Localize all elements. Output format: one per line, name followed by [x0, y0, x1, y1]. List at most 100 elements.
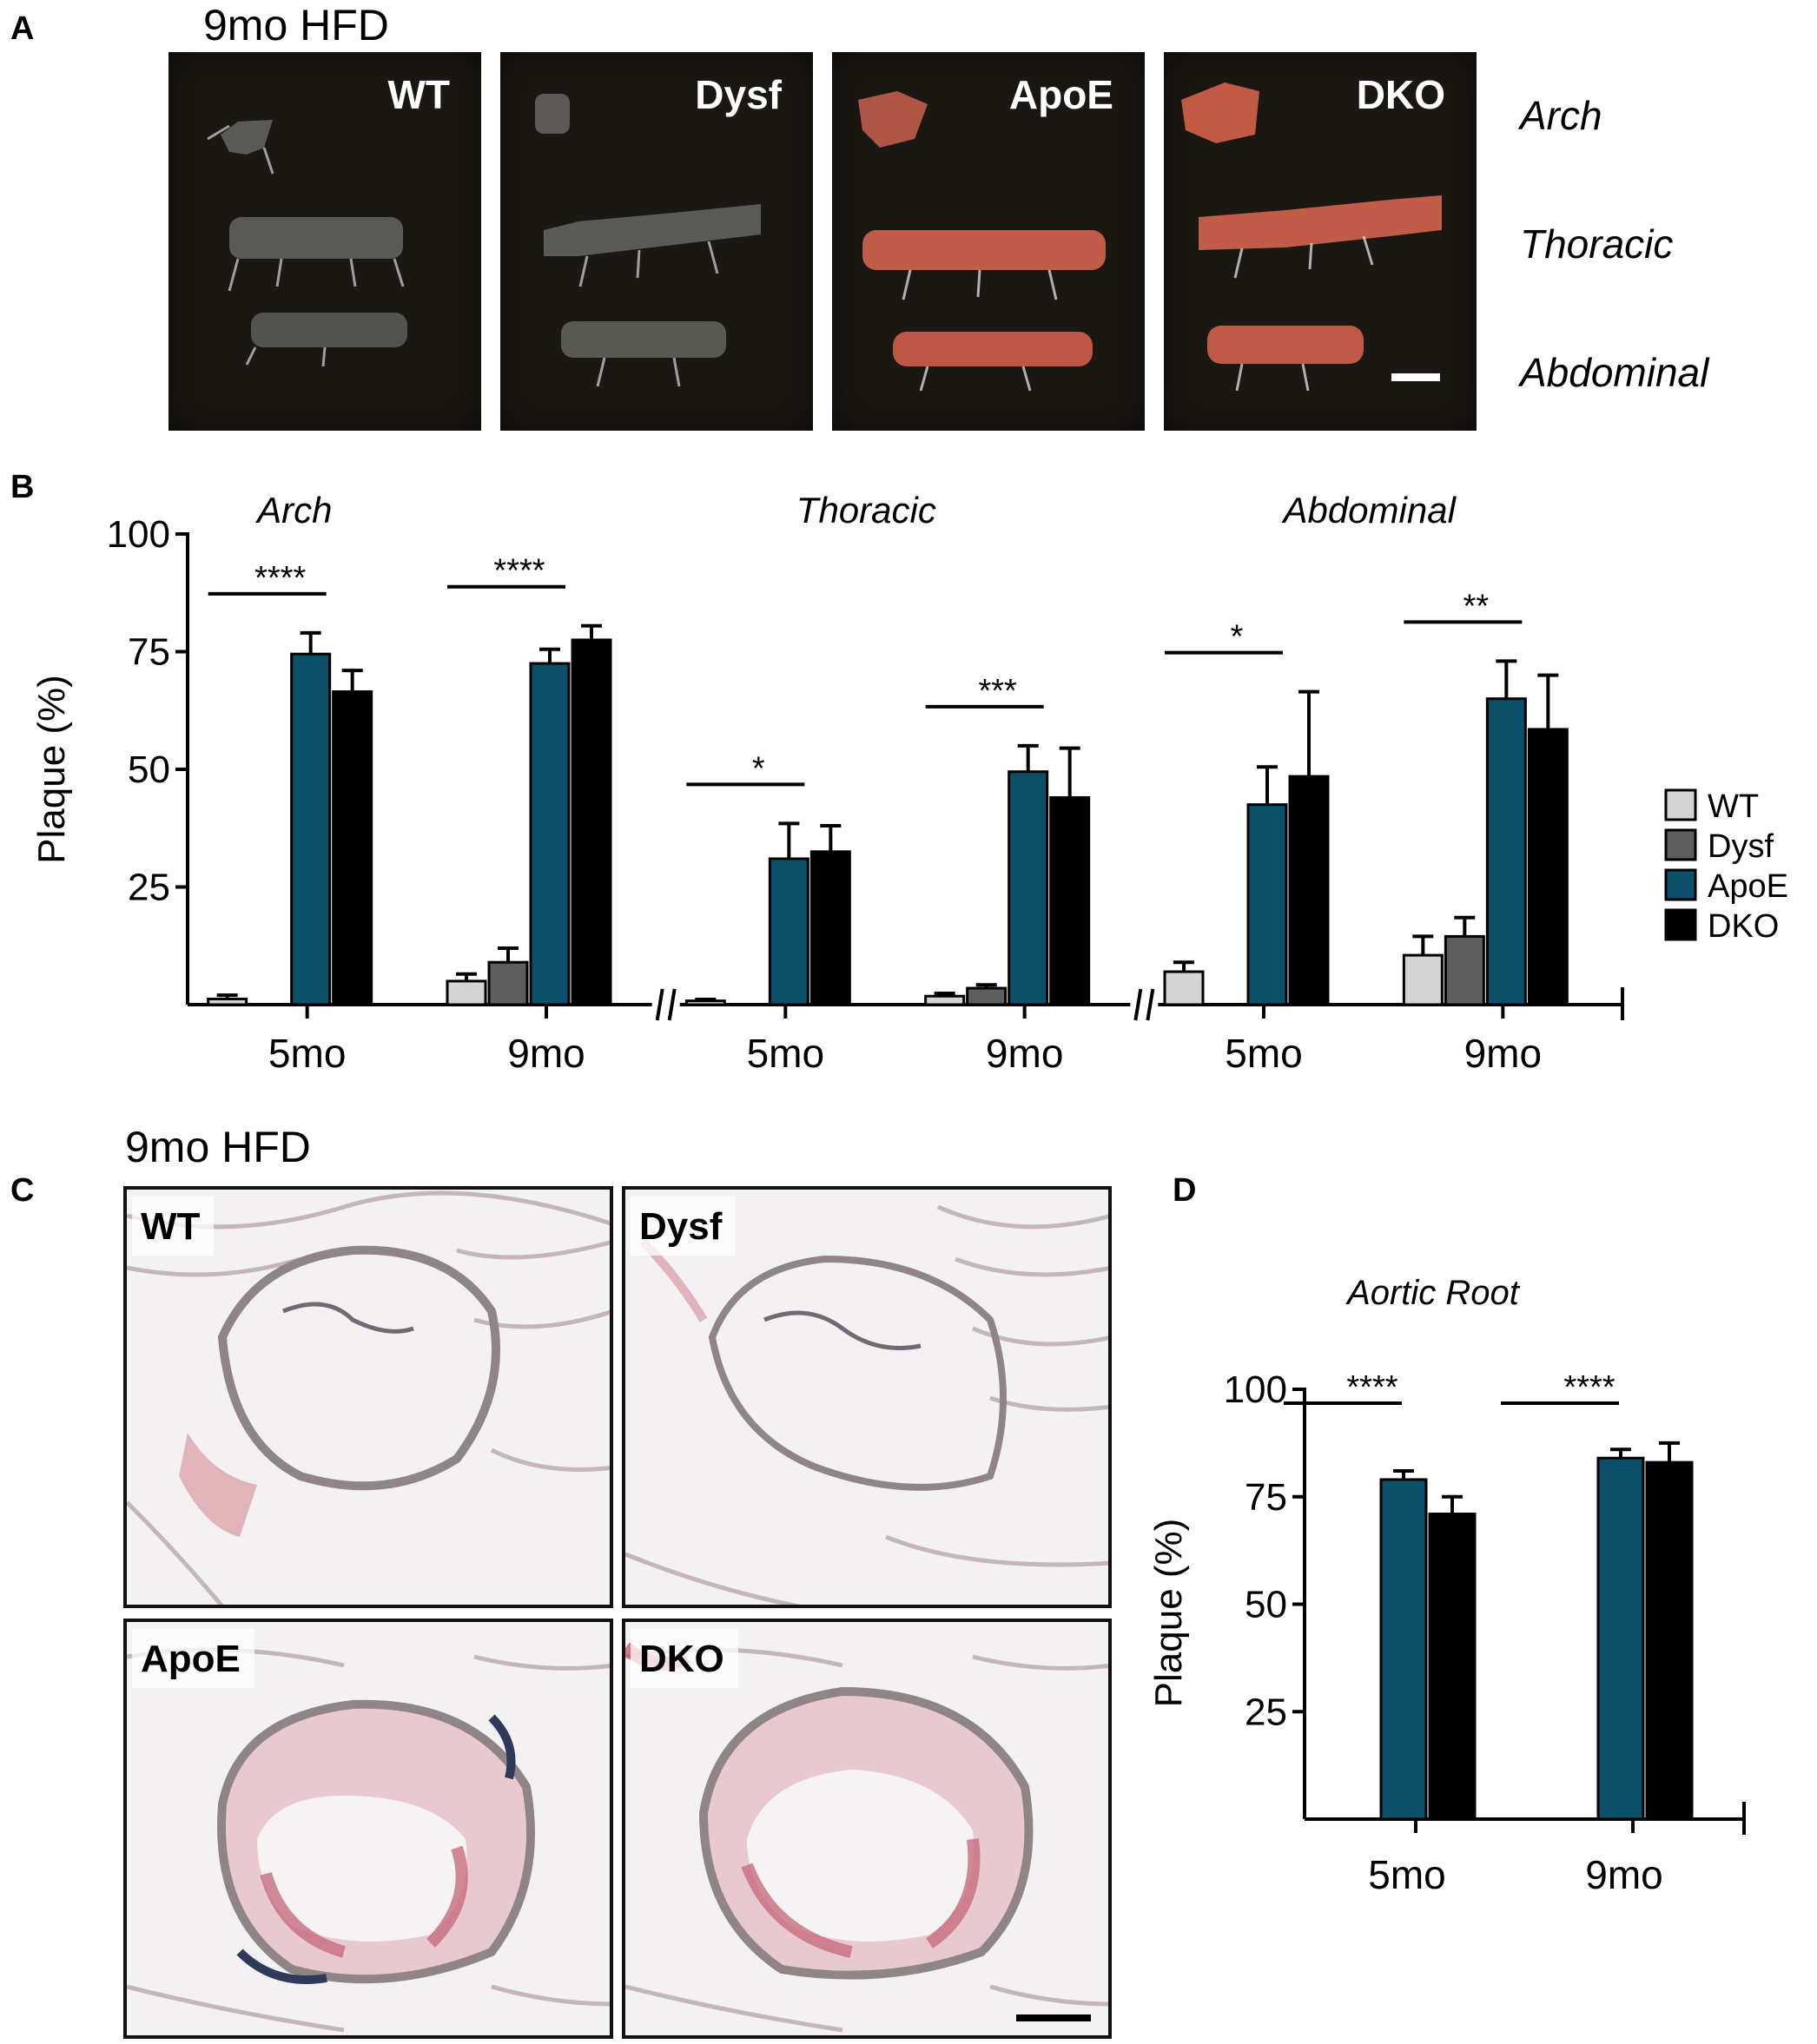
- histology-dysf-illustration: [625, 1204, 1108, 1605]
- aorta-photo-wt: WT: [168, 52, 481, 431]
- bar-wt: [207, 997, 248, 1006]
- region-label-thoracic: Thoracic: [1520, 221, 1674, 267]
- bar-dko: [1645, 1460, 1694, 1821]
- histology-dko-illustration: [625, 1642, 1108, 2033]
- significance-label: *: [752, 750, 765, 787]
- x-tick-label: 5mo: [1368, 1852, 1445, 1897]
- histology-label-dysf: Dysf: [631, 1197, 737, 1256]
- bar-dko: [1288, 775, 1330, 1006]
- bar-apoe: [768, 857, 809, 1006]
- y-tick-label: 50: [128, 748, 170, 791]
- y-tick-label: 100: [107, 513, 170, 556]
- photo-label-apoe: ApoE: [1008, 72, 1113, 117]
- photo-label-dysf: Dysf: [695, 72, 782, 117]
- bar-wt: [1163, 970, 1205, 1006]
- axis-break-mark: [1133, 988, 1143, 1021]
- bar-wt: [924, 994, 966, 1006]
- x-tick-label: 5mo: [1225, 1031, 1302, 1076]
- legend-swatch-apoe: [1664, 868, 1697, 901]
- panel-a-title: 9mo HFD: [203, 1, 389, 49]
- x-tick-label: 9mo: [1585, 1852, 1662, 1897]
- histology-dko: DKO: [622, 1619, 1112, 2039]
- legend-swatch-dysf: [1664, 828, 1697, 861]
- bar-dko: [332, 690, 373, 1006]
- region-title: Thoracic: [796, 490, 936, 531]
- x-tick-label: 9mo: [1464, 1031, 1542, 1076]
- axis-break-mark: [667, 988, 677, 1021]
- aorta-photo-apoe: ApoE: [832, 52, 1145, 431]
- significance-label: **: [1464, 588, 1490, 624]
- region-title: Arch: [254, 490, 332, 531]
- histology-apoe: ApoE: [123, 1619, 613, 2039]
- aorta-photo-dysf: Dysf: [500, 52, 813, 431]
- legend-swatch-dko: [1664, 908, 1697, 941]
- significance-label: ****: [493, 553, 545, 590]
- bar-wt: [684, 999, 726, 1006]
- photo-label-dko: DKO: [1356, 72, 1445, 117]
- panel-letter-b: B: [10, 469, 35, 505]
- y-tick-label: 75: [128, 631, 170, 674]
- histology-label-apoe: ApoE: [132, 1629, 254, 1688]
- bar-dko: [1527, 728, 1569, 1006]
- x-tick-label: 5mo: [747, 1031, 824, 1076]
- histology-scale-bar: [1016, 2014, 1091, 2021]
- aorta-dko-illustration: [1181, 82, 1442, 392]
- y-axis-label: Plaque (%): [30, 675, 73, 864]
- y-axis-label: Plaque (%): [1147, 1519, 1190, 1708]
- axis-break-mark: [1146, 988, 1155, 1021]
- plaque-chart-aortic-root: Aortic Root 25 50 75 100 Plaque (%) 5mo **** 9mo…: [1147, 1274, 1746, 1897]
- panel-letter-a: A: [10, 10, 35, 47]
- legend-label-apoe: ApoE: [1708, 868, 1788, 905]
- bar-apoe: [290, 652, 332, 1006]
- bar-wt: [1402, 953, 1444, 1006]
- histology-wt: WT: [123, 1186, 613, 1608]
- histology-label-dko: DKO: [631, 1629, 738, 1688]
- panel-letter-c: C: [10, 1172, 35, 1209]
- bar-dysf: [966, 986, 1008, 1006]
- bar-dko: [809, 850, 851, 1006]
- photo-label-wt: WT: [387, 72, 450, 117]
- bar-apoe: [1246, 803, 1288, 1006]
- scale-bar: [1391, 373, 1440, 381]
- y-tick-label: 75: [1245, 1476, 1287, 1519]
- bar-apoe: [1596, 1456, 1645, 1821]
- x-tick-label: 5mo: [268, 1031, 346, 1076]
- significance-label: ****: [1346, 1369, 1397, 1406]
- y-tick-label: 50: [1245, 1584, 1287, 1626]
- legend-label-dysf: Dysf: [1708, 828, 1774, 865]
- y-tick-label: 25: [128, 867, 170, 909]
- panel-c-title: 9mo HFD: [125, 1123, 311, 1171]
- chart-title: Aortic Root: [1345, 1274, 1521, 1312]
- aorta-dysf-illustration: [535, 94, 761, 387]
- y-tick-label: 25: [1245, 1691, 1287, 1733]
- bar-apoe: [1485, 697, 1527, 1006]
- bar-apoe: [529, 662, 571, 1006]
- aorta-wt-illustration: [207, 120, 407, 367]
- x-tick-label: 9mo: [986, 1031, 1063, 1076]
- bar-wt: [446, 979, 487, 1006]
- legend-label-dko: DKO: [1708, 908, 1779, 945]
- legend-label-wt: WT: [1708, 788, 1759, 825]
- significance-label: ****: [1563, 1369, 1615, 1406]
- bar-dko: [1049, 796, 1091, 1006]
- panel-letter-d: D: [1173, 1172, 1197, 1209]
- region-label-abdominal: Abdominal: [1520, 350, 1709, 395]
- histology-label-wt: WT: [132, 1197, 215, 1256]
- bar-dko: [1428, 1513, 1477, 1821]
- aorta-apoe-illustration: [858, 91, 1106, 392]
- legend-swatch-wt: [1664, 788, 1697, 821]
- y-tick-label: 100: [1224, 1368, 1287, 1411]
- bar-apoe: [1008, 770, 1049, 1006]
- x-tick-label: 9mo: [507, 1031, 585, 1076]
- histology-dysf: Dysf: [622, 1186, 1112, 1608]
- bar-apoe: [1379, 1478, 1428, 1821]
- axis-break-mark: [655, 988, 664, 1021]
- region-title: Abdominal: [1280, 490, 1457, 531]
- histology-apoe-illustration: [127, 1647, 610, 2033]
- significance-label: ***: [978, 673, 1017, 709]
- bar-dysf: [1444, 934, 1485, 1006]
- significance-label: ****: [254, 560, 306, 597]
- aorta-photo-dko: DKO: [1164, 52, 1477, 431]
- significance-label: *: [1231, 619, 1244, 656]
